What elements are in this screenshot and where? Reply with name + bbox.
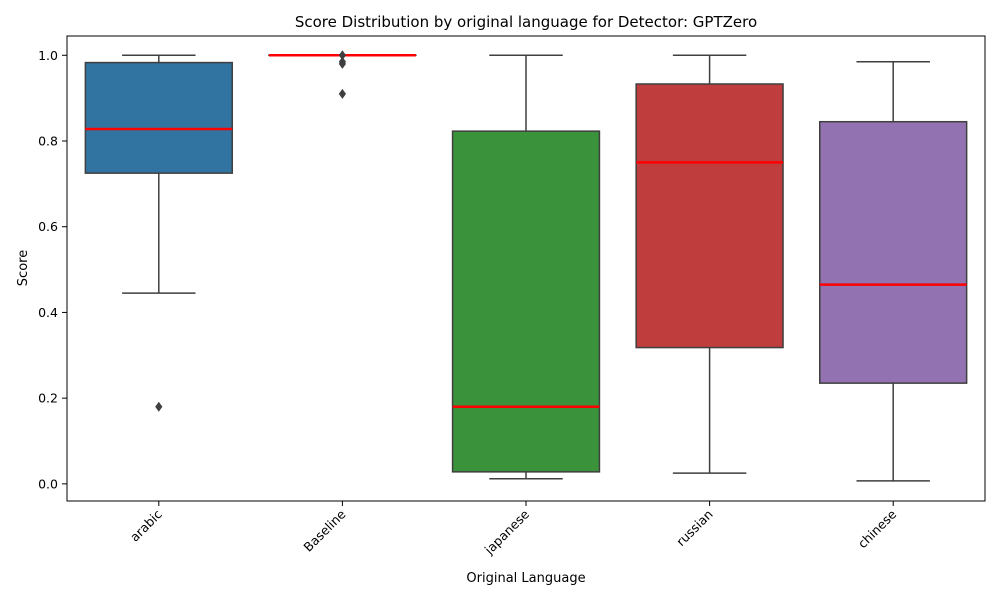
box-body xyxy=(84,61,233,174)
chart-title: Score Distribution by original language … xyxy=(295,13,757,31)
outlier-point xyxy=(338,58,346,69)
y-tick-label: 0.2 xyxy=(38,391,58,406)
box-Baseline xyxy=(268,50,417,99)
box-body xyxy=(451,130,601,473)
outlier-point xyxy=(338,88,346,99)
x-axis-label: Original Language xyxy=(466,571,585,586)
x-tick-label: russian xyxy=(673,507,716,550)
plot-area xyxy=(66,35,986,502)
y-tick-label: 0.4 xyxy=(38,305,58,320)
box-japanese xyxy=(451,54,601,480)
y-axis: 0.0 0.2 0.4 0.6 0.8 1.0 xyxy=(38,48,67,491)
outlier-point xyxy=(155,401,163,412)
box-arabic xyxy=(84,54,233,412)
box-body xyxy=(635,83,784,349)
x-axis: arabic Baseline japanese russian chinese xyxy=(127,501,900,558)
box-chinese xyxy=(819,60,968,482)
y-tick-label: 0.6 xyxy=(38,219,58,234)
y-tick-label: 1.0 xyxy=(38,48,58,63)
box-russian xyxy=(635,54,784,474)
x-tick-label: Baseline xyxy=(300,506,348,554)
y-tick-label: 0.8 xyxy=(38,134,58,149)
x-tick-label: arabic xyxy=(127,506,165,544)
box-body xyxy=(819,120,968,384)
outlier-point xyxy=(338,50,346,61)
x-tick-label: japanese xyxy=(481,506,533,558)
x-tick-label: chinese xyxy=(855,506,900,551)
y-axis-label: Score xyxy=(16,250,31,286)
y-tick-label: 0.0 xyxy=(38,476,58,491)
